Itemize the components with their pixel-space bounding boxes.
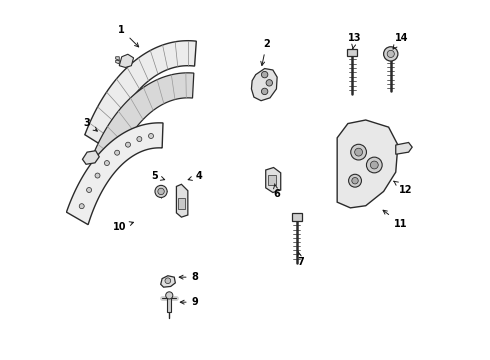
- Text: 9: 9: [180, 297, 198, 307]
- Circle shape: [79, 204, 84, 209]
- Polygon shape: [116, 60, 119, 64]
- Polygon shape: [161, 276, 175, 287]
- Polygon shape: [337, 120, 398, 208]
- Circle shape: [166, 292, 173, 299]
- Circle shape: [158, 188, 164, 195]
- Circle shape: [367, 157, 382, 173]
- Polygon shape: [116, 57, 119, 60]
- Bar: [292, 213, 302, 221]
- Text: 12: 12: [394, 181, 413, 195]
- Circle shape: [115, 150, 120, 155]
- Text: 8: 8: [179, 272, 198, 282]
- Circle shape: [165, 278, 171, 284]
- Polygon shape: [396, 143, 412, 154]
- Text: 1: 1: [119, 25, 139, 47]
- Text: 3: 3: [84, 118, 98, 131]
- Polygon shape: [176, 184, 188, 217]
- Circle shape: [355, 148, 363, 156]
- Polygon shape: [119, 54, 134, 67]
- Text: 11: 11: [383, 210, 407, 229]
- Circle shape: [351, 144, 367, 160]
- Polygon shape: [85, 41, 196, 148]
- Circle shape: [387, 50, 394, 58]
- Circle shape: [352, 177, 358, 184]
- Bar: [347, 49, 357, 56]
- Circle shape: [262, 71, 268, 78]
- Circle shape: [262, 88, 268, 95]
- Text: 6: 6: [273, 184, 280, 199]
- Text: 7: 7: [297, 252, 304, 267]
- Text: 13: 13: [348, 33, 362, 49]
- Polygon shape: [67, 123, 163, 225]
- Circle shape: [125, 142, 130, 147]
- Circle shape: [384, 47, 398, 61]
- Polygon shape: [93, 73, 194, 169]
- Circle shape: [370, 161, 378, 169]
- Circle shape: [266, 80, 272, 86]
- Text: 2: 2: [261, 39, 270, 66]
- Polygon shape: [251, 68, 277, 101]
- Text: 5: 5: [151, 171, 165, 181]
- Circle shape: [95, 173, 100, 178]
- Bar: [268, 175, 276, 185]
- Circle shape: [348, 174, 362, 187]
- Text: 14: 14: [393, 33, 408, 49]
- Polygon shape: [82, 151, 99, 164]
- Circle shape: [137, 136, 142, 141]
- Circle shape: [148, 134, 153, 139]
- Circle shape: [104, 161, 109, 166]
- Text: 10: 10: [113, 222, 133, 232]
- Bar: [167, 297, 171, 312]
- Circle shape: [87, 188, 92, 193]
- Polygon shape: [266, 167, 281, 193]
- Text: 4: 4: [188, 171, 202, 181]
- Circle shape: [155, 185, 167, 198]
- Bar: [178, 198, 185, 208]
